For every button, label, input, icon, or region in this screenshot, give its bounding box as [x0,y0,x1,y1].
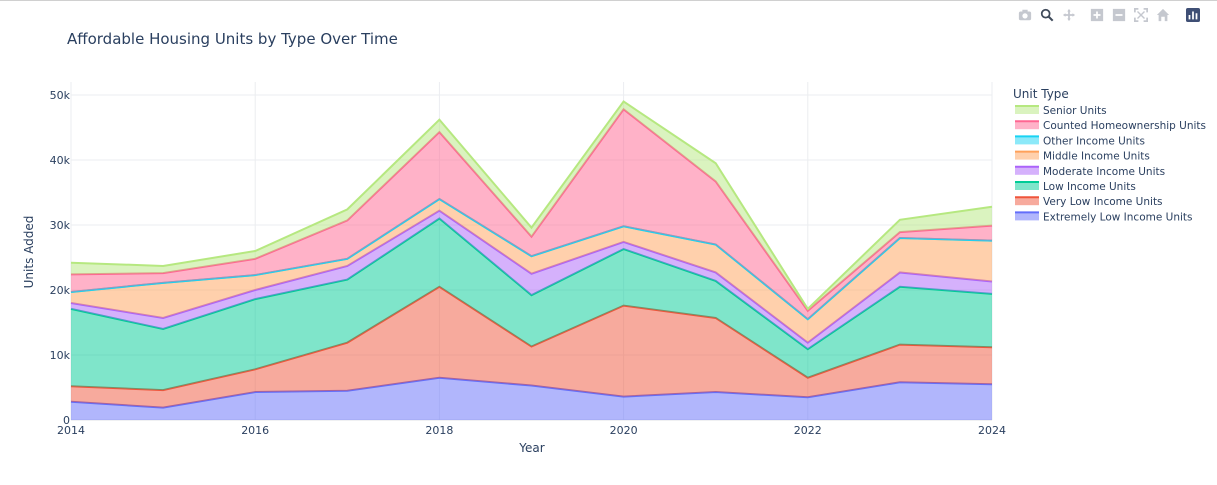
legend-item-extremely-low-income-units[interactable]: Extremely Low Income Units [1015,211,1193,223]
legend-item-low-income-units[interactable]: Low Income Units [1015,181,1136,193]
legend-item-very-low-income-units[interactable]: Very Low Income Units [1015,196,1163,208]
legend-swatch [1015,106,1039,114]
y-tick-label: 50k [50,89,71,102]
legend-item-middle-income-units[interactable]: Middle Income Units [1015,150,1150,163]
legend-swatch [1015,121,1039,130]
legend-label: Very Low Income Units [1043,196,1163,208]
legend-label: Counted Homeownership Units [1043,120,1206,132]
legend-item-counted-homeownership-units[interactable]: Counted Homeownership Units [1015,120,1206,132]
area-fill-counted-homeownership-units[interactable] [71,109,992,320]
y-tick-label: 10k [50,349,71,362]
legend-label: Middle Income Units [1043,151,1150,163]
legend-swatch [1015,197,1039,206]
area-series [70,100,993,420]
x-axis-ticks: 2014 2016 2018 2020 2022 2024 [57,424,1006,437]
legend-title: Unit Type [1013,87,1069,101]
y-tick-label: 20k [50,284,71,297]
legend-item-other-income-units[interactable]: Other Income Units [1015,135,1145,147]
legend-swatch [1015,212,1039,221]
legend-swatch [1015,151,1039,160]
x-tick-label: 2022 [794,424,822,437]
chart-title: Affordable Housing Units by Type Over Ti… [67,30,398,48]
x-tick-label: 2018 [425,424,453,437]
legend-swatch [1015,182,1039,190]
x-axis-title: Year [518,441,544,455]
modebar [1017,6,1201,24]
legend: Unit Type Senior Units Counted Homeowners… [1013,87,1206,223]
zoom-icon[interactable] [1039,7,1055,23]
legend-label: Extremely Low Income Units [1043,211,1193,223]
pan-icon[interactable] [1061,7,1077,23]
y-axis-ticks: 0 10k 20k 30k 40k 50k [50,89,71,427]
area-fill-extremely-low-income-units[interactable] [71,377,992,420]
camera-icon[interactable] [1017,7,1033,23]
zoom-out-icon[interactable] [1111,7,1127,23]
zoom-in-icon[interactable] [1089,7,1105,23]
area-fill-middle-income-units[interactable] [71,199,992,343]
area-fill-moderate-income-units[interactable] [71,210,992,350]
autoscale-icon[interactable] [1133,7,1149,23]
plotly-logo-icon[interactable] [1185,7,1201,23]
legend-swatch [1015,166,1039,175]
area-fill-low-income-units[interactable] [71,218,992,391]
x-tick-label: 2016 [241,424,269,437]
legend-item-senior-units[interactable]: Senior Units [1015,105,1107,117]
x-tick-label: 2024 [978,424,1006,437]
legend-label: Moderate Income Units [1043,166,1165,178]
legend-label: Other Income Units [1043,135,1145,147]
y-tick-label: 0 [63,414,70,427]
y-tick-label: 40k [50,154,71,167]
reset-axes-icon[interactable] [1155,7,1171,23]
legend-label: Senior Units [1043,105,1107,117]
legend-swatch [1015,136,1039,145]
series-line-senior-units [70,100,993,311]
x-tick-label: 2020 [610,424,638,437]
x-tick-label: 2014 [57,424,85,437]
legend-label: Low Income Units [1043,181,1136,193]
legend-item-moderate-income-units[interactable]: Moderate Income Units [1015,165,1165,178]
top-border [0,0,1217,1]
y-axis-title: Units Added [22,216,36,289]
y-tick-label: 30k [50,219,71,232]
